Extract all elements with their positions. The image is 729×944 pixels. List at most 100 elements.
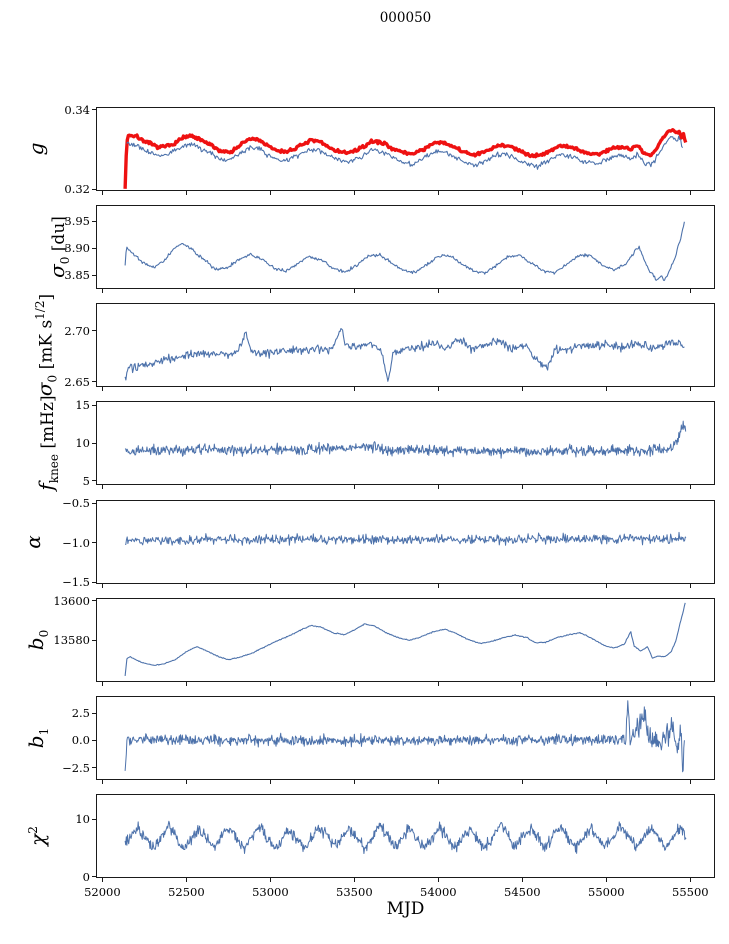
alpha-plot	[125, 531, 687, 546]
x-tick-mark	[522, 387, 524, 391]
y-tick-mark	[92, 381, 96, 383]
y-tick-label: 3.95	[64, 214, 90, 229]
y-tick-mark	[92, 767, 96, 769]
y-tick-label: 0.0	[71, 733, 90, 748]
x-tick-mark	[690, 584, 692, 588]
y-tick-label: 13600	[53, 593, 90, 608]
y-tick-mark	[92, 188, 96, 190]
sigma0-mk-plot	[124, 328, 685, 382]
y-tick-label: 2.5	[71, 706, 90, 721]
x-tick-mark	[186, 289, 188, 293]
x-tick-mark	[354, 485, 356, 489]
y-tick-label: 10	[75, 812, 90, 827]
ylabel-chi2-sup: 2	[26, 826, 40, 834]
y-tick-mark	[92, 442, 96, 444]
x-tick-mark	[522, 780, 524, 784]
ylabel-sigma0-mk-close: ]	[36, 293, 57, 301]
x-tick-mark	[186, 191, 188, 195]
x-tick-label: 55500	[672, 885, 709, 899]
x-tick-label: 52000	[84, 885, 121, 899]
ylabel-chi2: χ2	[20, 826, 51, 846]
b1-line	[124, 700, 685, 773]
g-raw-line	[126, 135, 684, 170]
x-tick-mark	[522, 682, 524, 686]
x-tick-mark	[690, 485, 692, 489]
y-tick-mark	[92, 542, 96, 544]
x-tick-mark	[102, 584, 104, 588]
x-tick-mark	[606, 780, 608, 784]
y-tick-mark	[92, 712, 96, 714]
sigma0-du-plot	[124, 221, 685, 281]
x-tick-mark	[690, 682, 692, 686]
x-tick-mark	[354, 780, 356, 784]
panel-chi2	[96, 794, 715, 878]
y-tick-mark	[92, 600, 96, 602]
alpha-line	[125, 531, 687, 546]
x-tick-mark	[354, 289, 356, 293]
y-tick-mark	[92, 739, 96, 741]
y-tick-mark	[92, 247, 96, 249]
ylabel-sigma0-du-sub: 0	[58, 256, 72, 265]
b0-plot	[124, 602, 686, 676]
x-tick-mark	[270, 682, 272, 686]
x-tick-mark	[522, 584, 524, 588]
y-tick-label: −1.0	[62, 535, 90, 550]
panel-fknee	[96, 401, 715, 485]
x-tick-mark	[606, 387, 608, 391]
x-tick-mark	[438, 780, 440, 784]
g-smoothed-line	[123, 128, 688, 189]
panel-sigma0-du	[96, 205, 715, 289]
x-tick-mark	[270, 780, 272, 784]
x-tick-mark	[690, 387, 692, 391]
sigma0-mK-line	[124, 328, 685, 382]
x-tick-mark	[438, 191, 440, 195]
x-tick-mark	[438, 289, 440, 293]
y-tick-mark	[92, 502, 96, 504]
y-tick-mark	[92, 639, 96, 641]
x-tick-label: 53000	[252, 885, 289, 899]
y-tick-label: 2.70	[64, 323, 90, 338]
panel-g	[96, 107, 715, 191]
y-tick-label: 10	[75, 436, 90, 450]
figure-title: 000050	[379, 10, 432, 26]
x-tick-mark	[186, 387, 188, 391]
panel-b1	[96, 696, 715, 780]
x-tick-mark	[354, 191, 356, 195]
y-tick-mark	[92, 818, 96, 820]
x-axis-label: MJD	[386, 899, 425, 919]
x-tick-mark	[606, 191, 608, 195]
x-tick-mark	[270, 584, 272, 588]
x-tick-mark	[438, 485, 440, 489]
y-tick-mark	[92, 274, 96, 276]
x-tick-mark	[102, 387, 104, 391]
x-tick-mark	[186, 584, 188, 588]
y-tick-mark	[92, 220, 96, 222]
y-tick-label: 15	[75, 398, 90, 413]
chi2-plot	[124, 820, 687, 855]
x-tick-mark	[186, 682, 188, 686]
x-tick-mark	[522, 878, 524, 882]
x-tick-mark	[102, 191, 104, 195]
x-tick-label: 52500	[168, 885, 205, 899]
x-tick-mark	[606, 878, 608, 882]
x-tick-mark	[522, 289, 524, 293]
x-tick-label: 53500	[336, 885, 373, 899]
x-tick-mark	[690, 289, 692, 293]
y-tick-mark	[92, 480, 96, 482]
x-tick-mark	[270, 387, 272, 391]
x-tick-mark	[690, 191, 692, 195]
x-tick-mark	[606, 289, 608, 293]
ylabel-chi2-symbol: χ	[25, 833, 50, 846]
y-tick-label: 0	[82, 869, 90, 884]
x-tick-mark	[522, 485, 524, 489]
x-tick-mark	[438, 584, 440, 588]
y-tick-label: 5	[82, 473, 90, 488]
y-tick-label: 0.32	[64, 182, 90, 197]
x-tick-mark	[606, 682, 608, 686]
x-tick-label: 54000	[420, 885, 457, 899]
b1-plot	[124, 700, 685, 773]
x-tick-mark	[522, 191, 524, 195]
x-tick-mark	[102, 878, 104, 882]
x-tick-mark	[270, 485, 272, 489]
panel-sigma0-mk	[96, 303, 715, 387]
